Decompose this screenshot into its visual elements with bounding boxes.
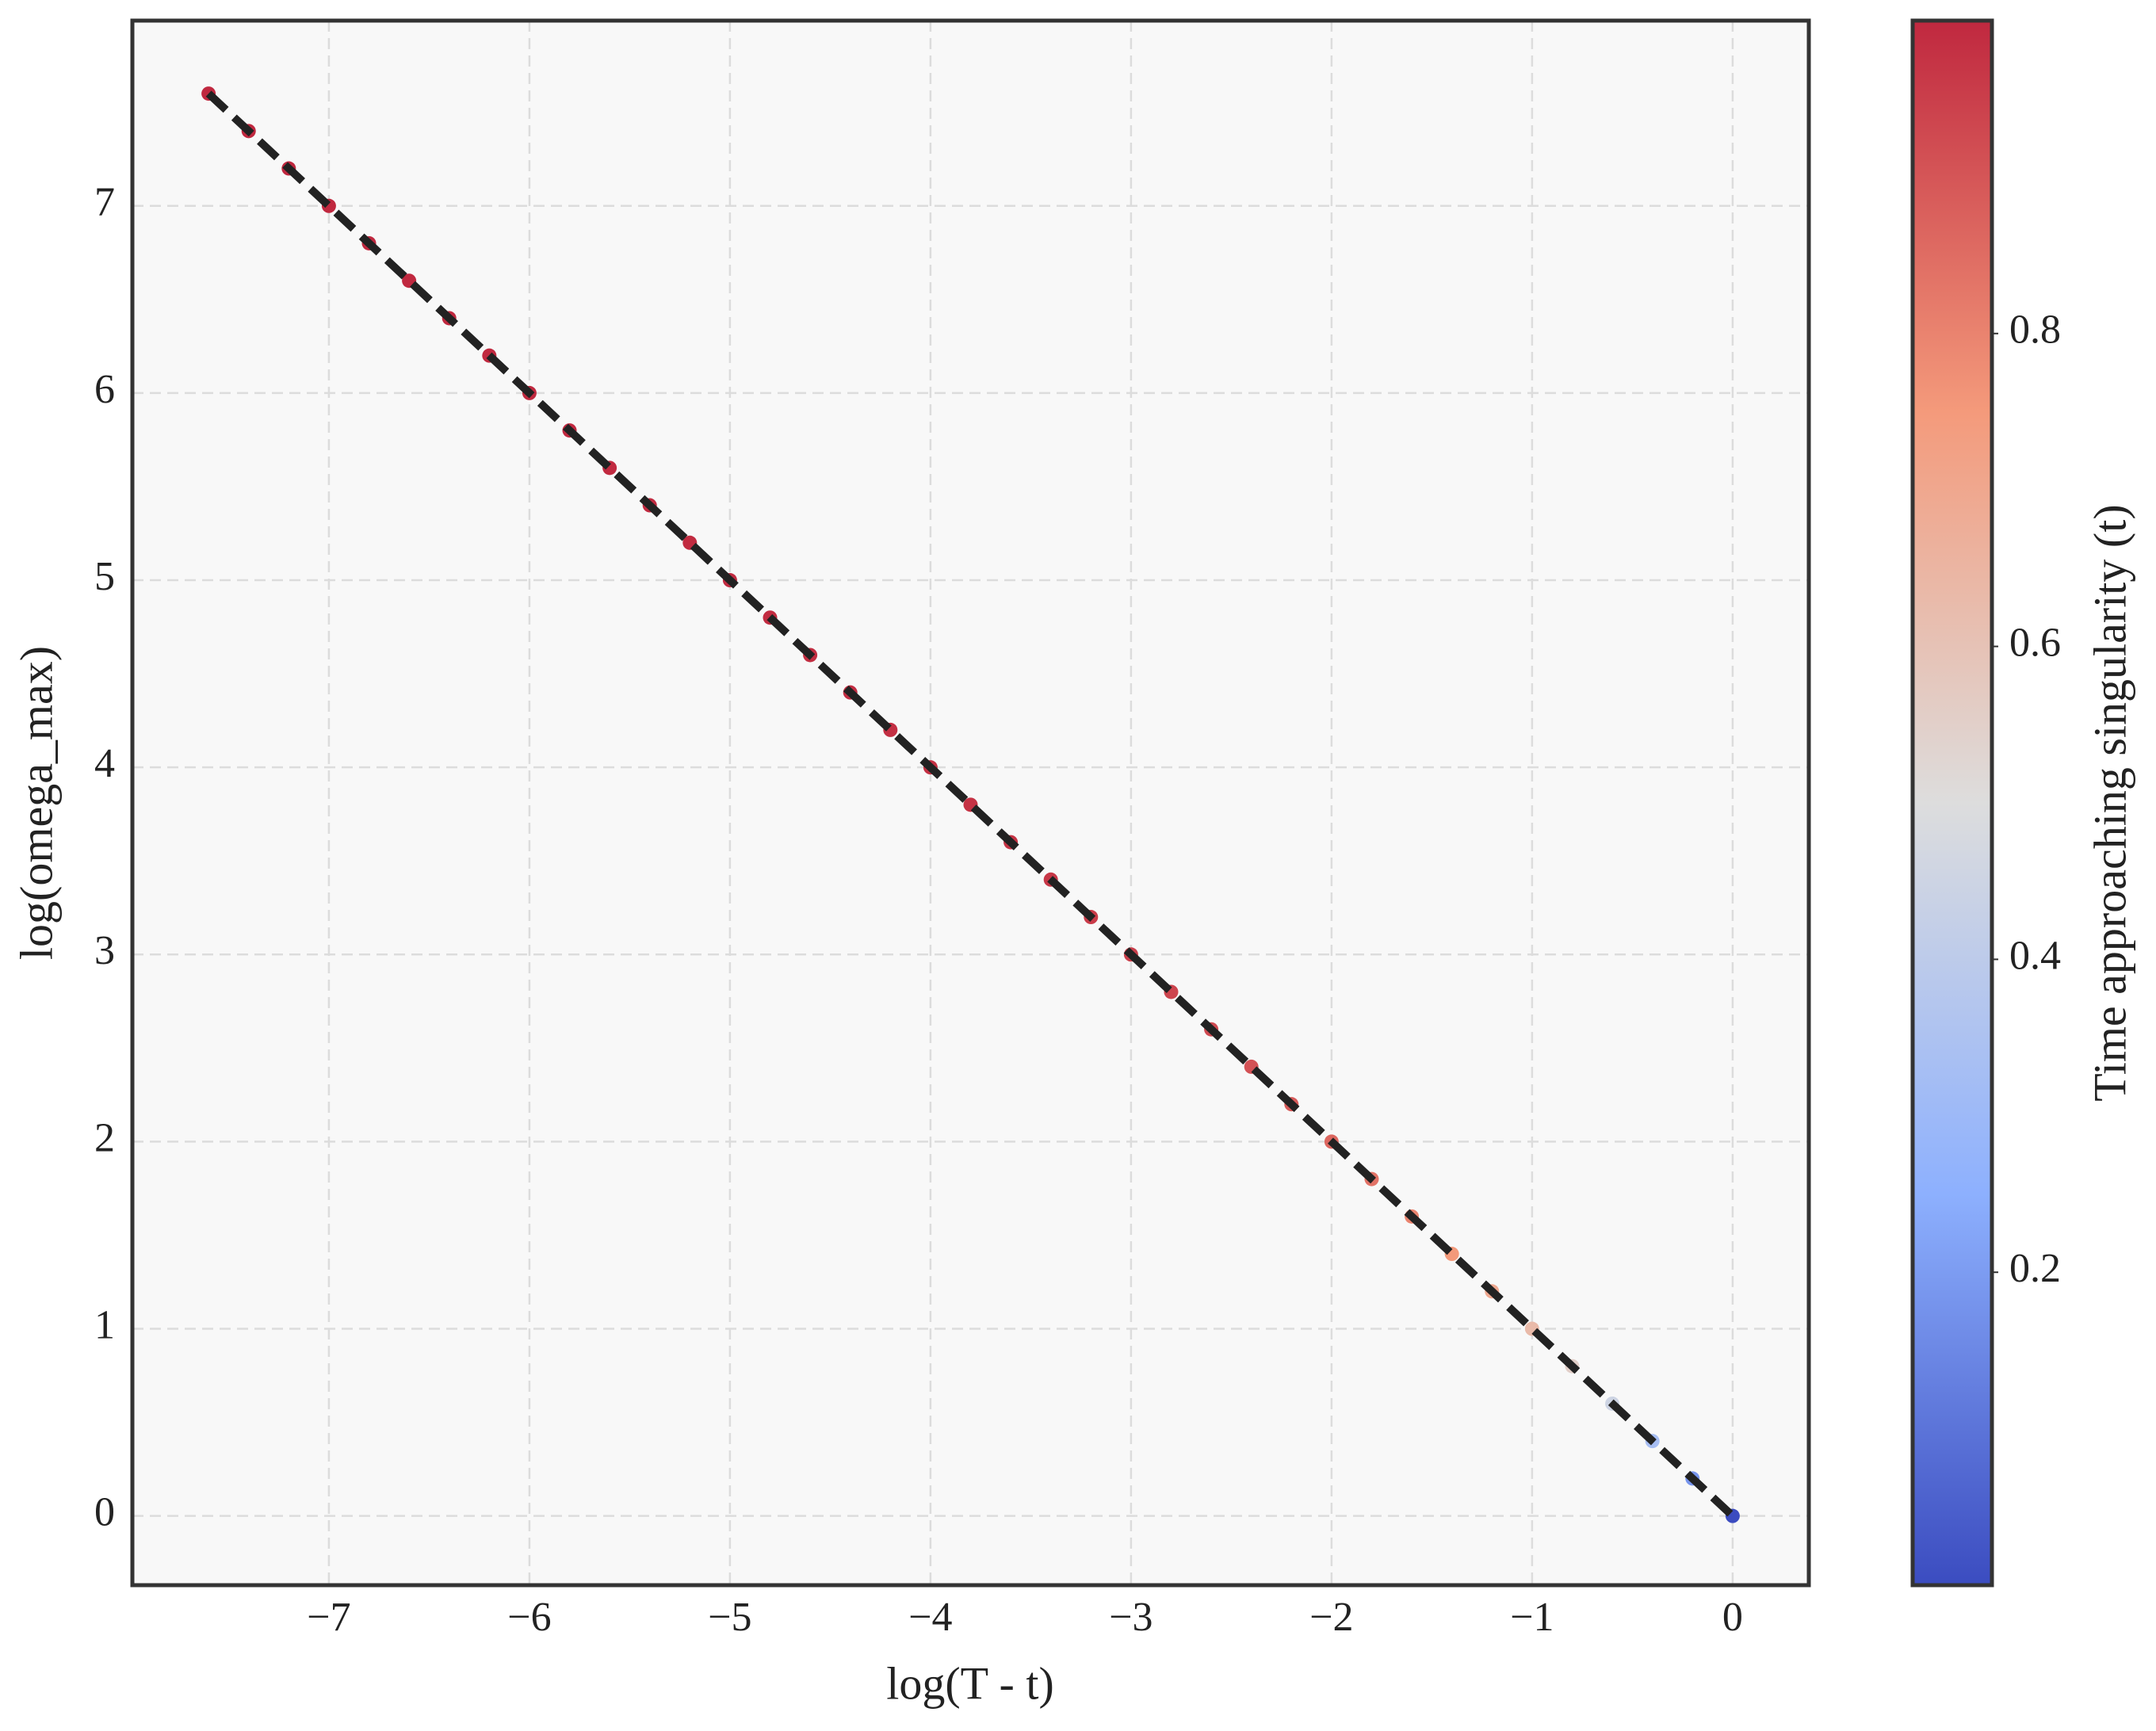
x-tick-label: 0 (1722, 1595, 1743, 1640)
x-tick-label: −6 (507, 1595, 551, 1640)
y-tick-label: 6 (94, 367, 115, 412)
y-tick-label: 1 (94, 1302, 115, 1347)
y-tick-label: 0 (94, 1490, 115, 1535)
x-tick-label: −2 (1309, 1595, 1353, 1640)
colorbar-label: Time approaching singularity (t) (2084, 504, 2135, 1101)
y-axis-label: log(omega_max) (10, 646, 62, 960)
x-tick-label: −5 (708, 1595, 751, 1640)
x-axis-label: log(T - t) (886, 1657, 1054, 1709)
x-tick-label: −4 (908, 1595, 952, 1640)
x-tick-label: −1 (1510, 1595, 1554, 1640)
colorbar-tick-label: 0.2 (2009, 1246, 2061, 1291)
y-tick-label: 2 (94, 1115, 115, 1160)
y-tick-label: 4 (94, 741, 115, 786)
colorbar-tick-label: 0.8 (2009, 308, 2061, 353)
y-tick-label: 7 (94, 180, 115, 225)
plot-frame (130, 18, 1811, 1588)
colorbar-tick-label: 0.6 (2009, 621, 2061, 666)
x-tick-label: −7 (307, 1595, 350, 1640)
colorbar (1910, 18, 1994, 1588)
y-tick-label: 3 (94, 928, 115, 973)
colorbar-tick-label: 0.4 (2009, 933, 2061, 978)
x-tick-label: −3 (1109, 1595, 1153, 1640)
y-tick-label: 5 (94, 554, 115, 599)
